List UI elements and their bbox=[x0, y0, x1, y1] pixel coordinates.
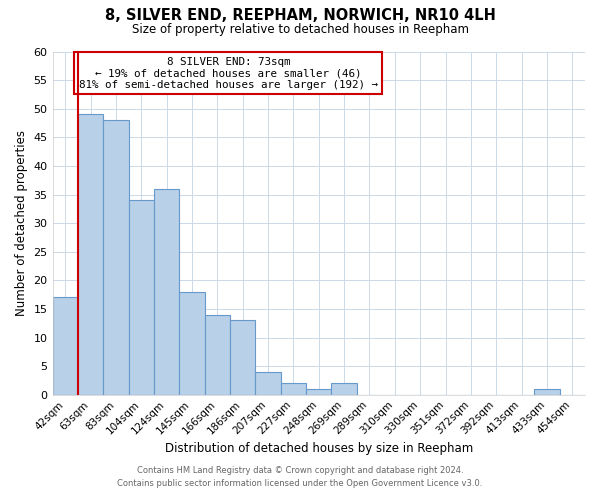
Bar bbox=[154, 189, 179, 394]
Text: Size of property relative to detached houses in Reepham: Size of property relative to detached ho… bbox=[131, 22, 469, 36]
Bar bbox=[53, 298, 78, 394]
Bar bbox=[306, 389, 331, 394]
Text: 8, SILVER END, REEPHAM, NORWICH, NR10 4LH: 8, SILVER END, REEPHAM, NORWICH, NR10 4L… bbox=[104, 8, 496, 22]
Y-axis label: Number of detached properties: Number of detached properties bbox=[15, 130, 28, 316]
Bar bbox=[128, 200, 154, 394]
Bar bbox=[78, 114, 103, 394]
Bar bbox=[534, 389, 560, 394]
Text: 8 SILVER END: 73sqm
← 19% of detached houses are smaller (46)
81% of semi-detach: 8 SILVER END: 73sqm ← 19% of detached ho… bbox=[79, 56, 378, 90]
Bar bbox=[230, 320, 256, 394]
Text: Contains HM Land Registry data © Crown copyright and database right 2024.
Contai: Contains HM Land Registry data © Crown c… bbox=[118, 466, 482, 487]
Bar bbox=[256, 372, 281, 394]
X-axis label: Distribution of detached houses by size in Reepham: Distribution of detached houses by size … bbox=[164, 442, 473, 455]
Bar bbox=[331, 384, 357, 394]
Bar bbox=[103, 120, 128, 394]
Bar bbox=[179, 292, 205, 394]
Bar bbox=[281, 384, 306, 394]
Bar bbox=[205, 314, 230, 394]
